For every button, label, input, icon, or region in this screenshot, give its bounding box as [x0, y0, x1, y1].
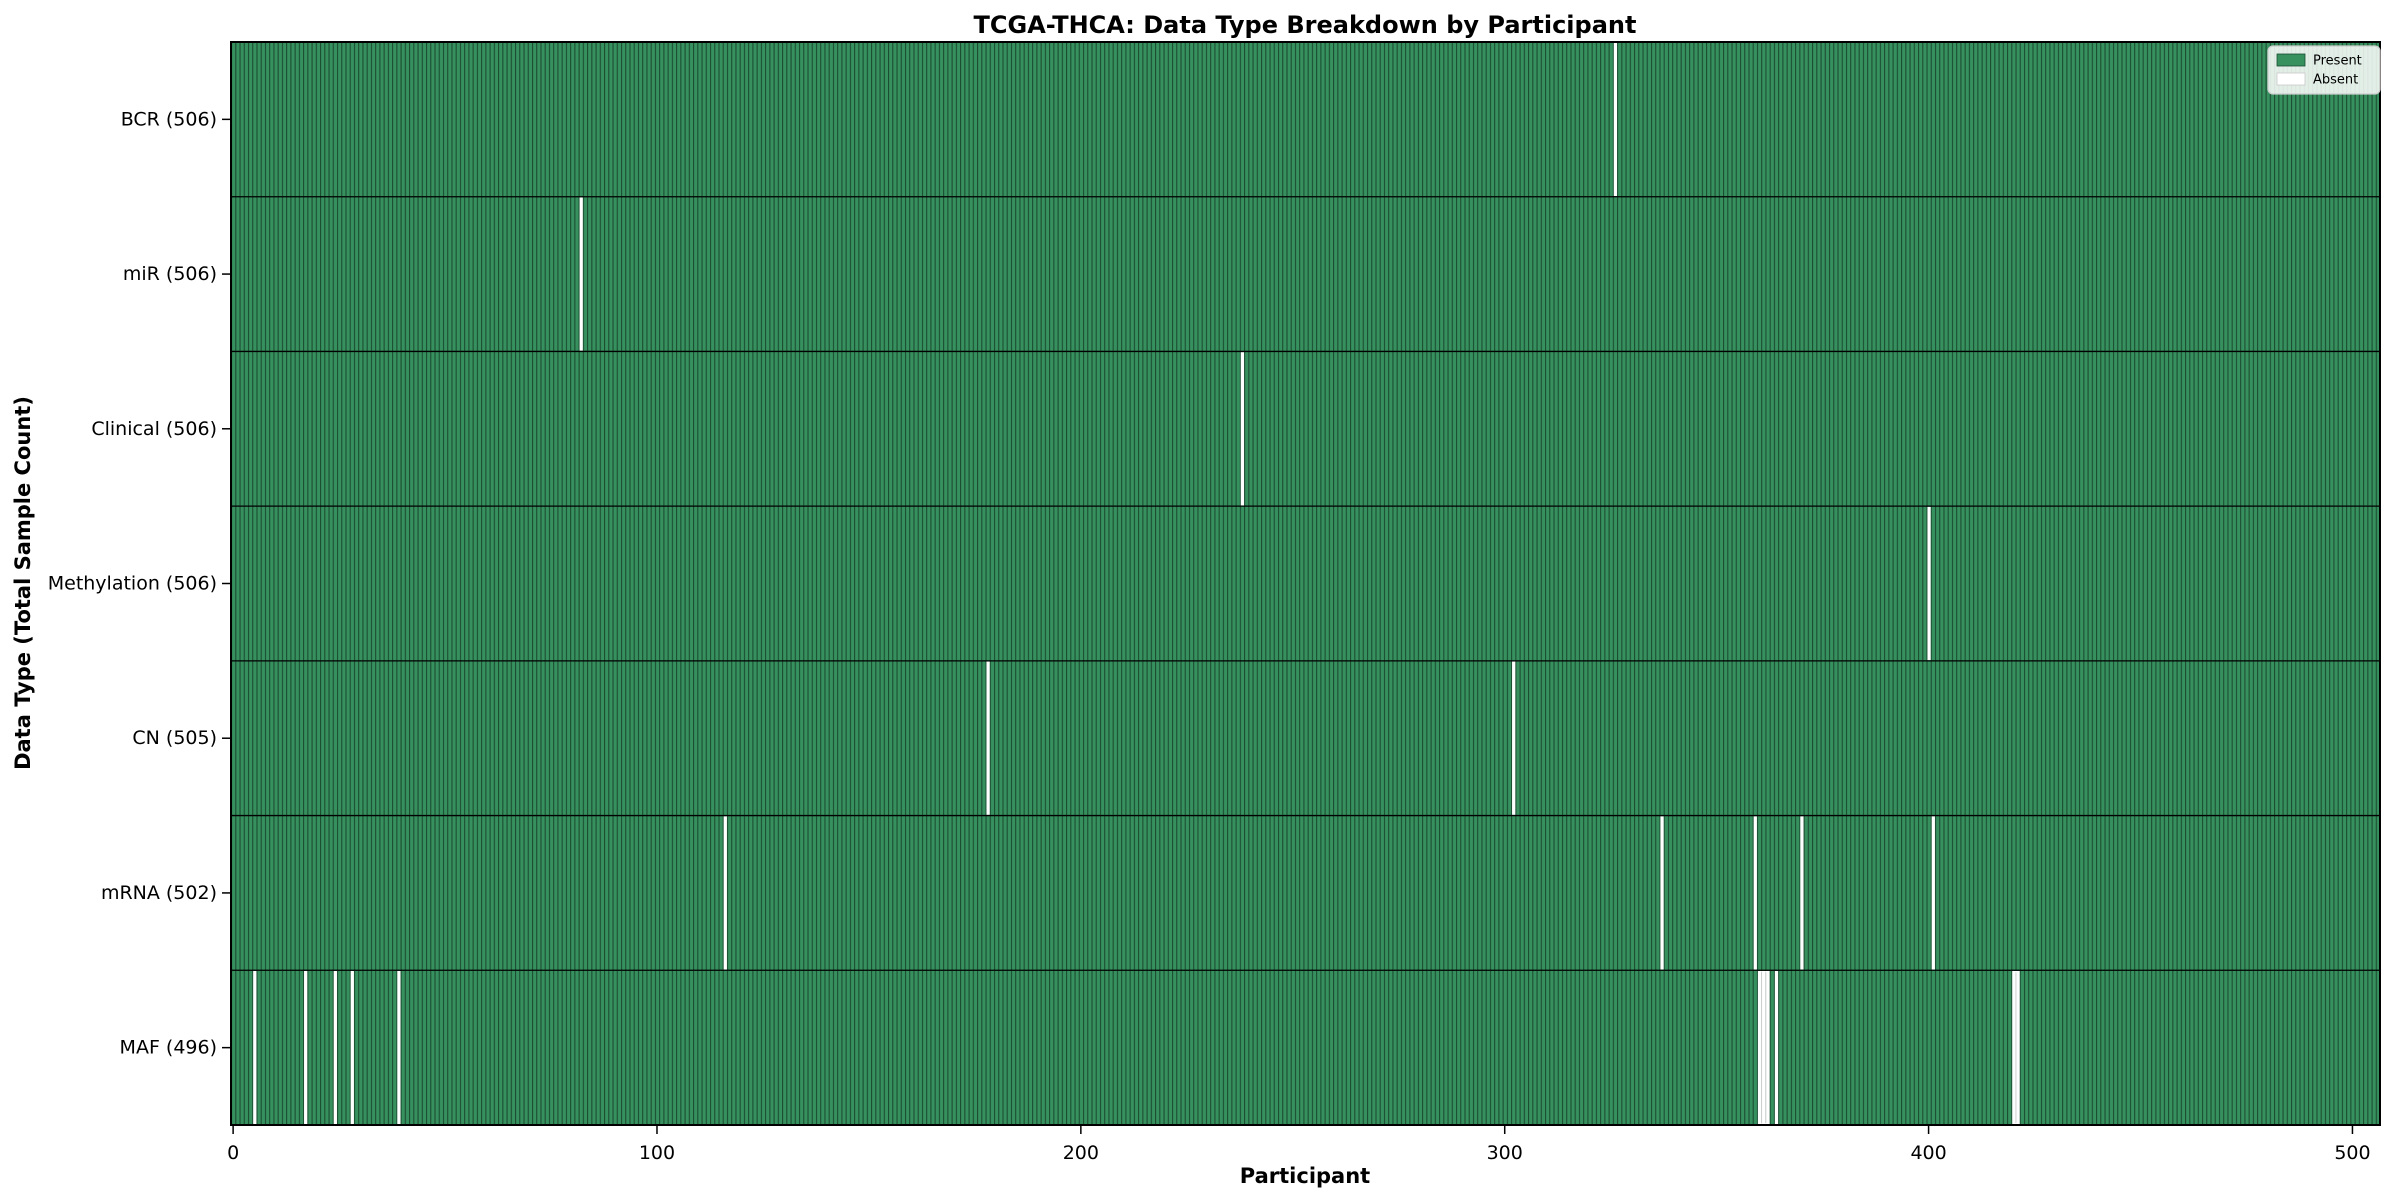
absent-bar	[1512, 661, 1516, 815]
absent-bar	[1931, 816, 1935, 970]
absent-bar	[1757, 970, 1762, 1125]
absent-bar	[1240, 352, 1245, 506]
y-tick-label: MAF (496)	[120, 1037, 217, 1059]
y-axis-label: Data Type (Total Sample Count)	[11, 396, 35, 770]
absent-bar	[350, 970, 354, 1125]
row-MAF	[231, 970, 2380, 1125]
absent-bar	[333, 970, 337, 1125]
absent-bar	[723, 816, 727, 970]
x-tick-label: 300	[1487, 1142, 1523, 1164]
legend: Present Absent	[2267, 45, 2381, 95]
x-tick-label: 0	[227, 1142, 239, 1164]
legend-label-present: Present	[2313, 54, 2362, 69]
absent-bar	[304, 970, 308, 1125]
row-Methylation	[231, 506, 2380, 661]
absent-bar	[986, 661, 990, 815]
absent-bar	[1761, 970, 1766, 1125]
absent-bar	[1800, 816, 1804, 970]
absent-bar	[579, 197, 583, 351]
absent-bar	[2012, 970, 2016, 1125]
legend-label-absent: Absent	[2313, 73, 2358, 88]
absent-bar	[253, 970, 257, 1125]
absent-bar	[1613, 42, 1618, 197]
x-tick-label: 500	[2334, 1142, 2370, 1164]
chart-title: TCGA-THCA: Data Type Breakdown by Partic…	[974, 11, 1637, 39]
row-CN	[231, 660, 2380, 816]
x-axis-label: Participant	[1240, 1164, 1370, 1188]
x-tick-label: 400	[1910, 1142, 1946, 1164]
absent-bar	[2015, 970, 2020, 1125]
absent-bar	[397, 970, 401, 1125]
row-mRNA	[231, 815, 2380, 971]
y-tick-label: BCR (506)	[121, 108, 217, 130]
absent-bar	[1753, 816, 1757, 970]
plot-border	[230, 41, 2381, 1126]
absent-bar	[1927, 506, 1931, 661]
absent-bar	[1765, 970, 1770, 1125]
x-tick-label: 100	[639, 1142, 675, 1164]
plot-area: BCR (506) miR (506) Clinical (506) Methylat…	[48, 41, 2381, 1164]
legend-swatch-present-icon	[2276, 53, 2306, 67]
absent-bar	[1660, 816, 1664, 970]
y-tick-label: Clinical (506)	[91, 418, 217, 440]
y-tick-label: CN (505)	[132, 727, 217, 749]
row-Clinical	[231, 351, 2380, 507]
y-tick-label: miR (506)	[123, 263, 217, 285]
row-miR	[231, 196, 2380, 352]
row-BCR	[231, 42, 2380, 197]
legend-swatch-absent-icon	[2276, 72, 2306, 86]
absent-bar	[1774, 970, 1779, 1125]
y-tick-label: Methylation (506)	[48, 573, 217, 595]
y-tick-label: mRNA (502)	[101, 882, 217, 904]
x-tick-label: 200	[1063, 1142, 1099, 1164]
